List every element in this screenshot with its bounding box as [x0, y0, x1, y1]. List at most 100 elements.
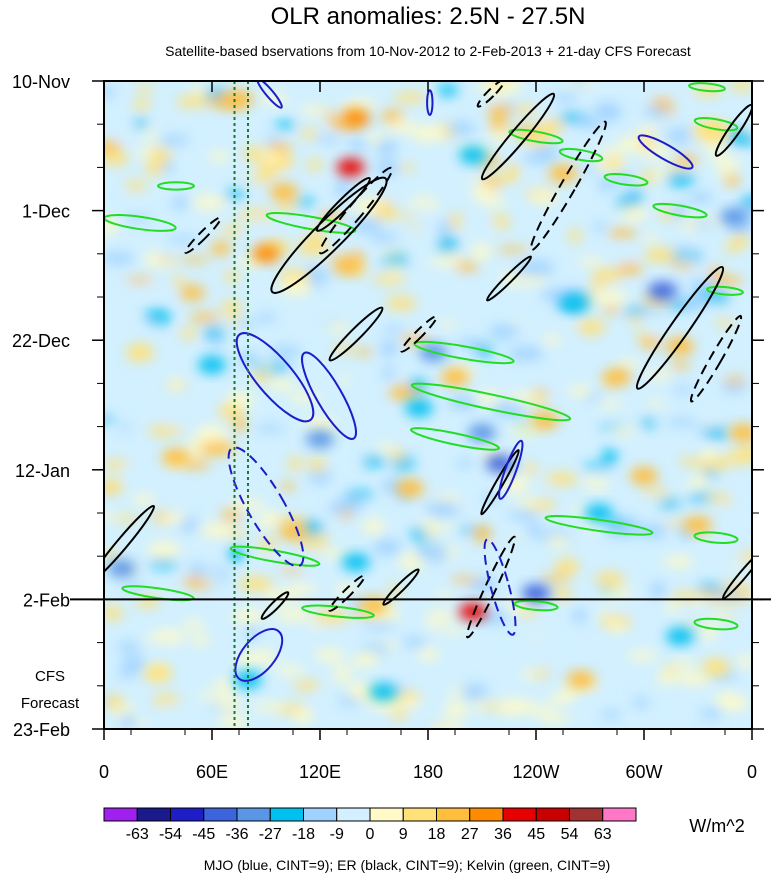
colorbar-label: 27 — [461, 826, 479, 843]
colorbar-units: W/m^2 — [689, 816, 744, 836]
mjo-contour — [235, 332, 315, 423]
anomaly-blob — [597, 610, 611, 617]
x-tick-label: 0 — [747, 762, 757, 782]
colorbar-label: -63 — [126, 826, 149, 843]
anomaly-feature — [702, 121, 730, 140]
anomaly-blob — [375, 159, 400, 177]
x-tick-label: 120W — [512, 762, 559, 782]
anomaly-blob — [168, 639, 187, 656]
anomaly-blob — [470, 243, 493, 261]
anomaly-blob — [672, 246, 698, 255]
anomaly-blob — [192, 84, 205, 99]
anomaly-blob — [727, 489, 752, 498]
x-tick-label: 0 — [99, 762, 109, 782]
colorbar-swatch — [502, 807, 537, 822]
anomaly-blob — [288, 392, 322, 403]
kelvin-contour — [558, 147, 604, 163]
anomaly-blob — [697, 263, 714, 270]
mjo-contour — [256, 81, 283, 109]
anomaly-feature — [684, 516, 712, 535]
anomaly-blob — [166, 235, 200, 243]
kelvin-contour — [121, 585, 195, 602]
colorbar-swatch — [303, 807, 338, 822]
mjo-contour — [301, 351, 357, 440]
er-contour — [721, 549, 752, 600]
anomaly-blob — [496, 246, 530, 253]
anomaly-blob — [104, 403, 132, 411]
wave-contours — [104, 81, 752, 682]
anomaly-blob — [607, 621, 626, 633]
anomaly-blob — [313, 690, 335, 705]
anomaly-blob — [527, 521, 541, 539]
mjo-contour — [498, 439, 524, 500]
anomaly-blob — [197, 655, 233, 671]
anomaly-blob — [643, 106, 669, 118]
anomaly-blob — [104, 191, 124, 199]
anomaly-blob — [704, 428, 729, 440]
anomaly-blob — [120, 655, 146, 673]
anomaly-feature — [531, 411, 559, 430]
mjo-contour — [227, 446, 305, 568]
anomaly-blob — [597, 591, 630, 599]
anomaly-feature — [720, 207, 748, 226]
anomaly-blob — [659, 85, 688, 93]
er-contour — [689, 314, 743, 403]
anomaly-blob — [204, 133, 235, 140]
anomaly-blob — [582, 641, 607, 649]
anomaly-blob — [125, 276, 155, 284]
anomaly-blob — [199, 691, 215, 702]
anomaly-blob — [605, 247, 638, 264]
anomaly-blob — [569, 384, 592, 397]
anomaly-blob — [440, 320, 455, 328]
anomaly-blob — [372, 274, 406, 285]
anomaly-blob — [711, 303, 732, 310]
anomaly-blob — [712, 692, 738, 701]
anomaly-blob — [381, 366, 395, 380]
anomaly-feature — [336, 158, 365, 177]
anomaly-blob — [608, 228, 638, 239]
anomaly-blob — [428, 720, 463, 729]
anomaly-blob — [613, 170, 632, 184]
anomaly-blob — [233, 417, 247, 432]
axes: 0 60E 120E 180 120W 60W 0 10-Nov 1-Dec 22-Dec 12-J… — [12, 72, 764, 782]
anomaly-features — [108, 90, 752, 701]
anomaly-feature — [279, 522, 307, 541]
anomaly-blob — [169, 377, 183, 391]
anomaly-feature — [459, 602, 487, 621]
anomaly-blob — [192, 195, 226, 211]
anomaly-blob — [683, 293, 708, 306]
anomaly-blob — [719, 511, 748, 525]
anomaly-blob — [592, 289, 628, 305]
anomaly-blob — [383, 325, 404, 333]
anomaly-feature — [459, 146, 487, 165]
anomaly-blob — [180, 459, 211, 470]
anomaly-blob — [137, 83, 154, 93]
anomaly-blob — [211, 693, 237, 701]
anomaly-feature — [666, 337, 694, 356]
colorbar-swatch — [369, 807, 404, 822]
anomaly-blob — [727, 448, 752, 465]
anomaly-blob — [104, 694, 125, 709]
anomaly-blob — [256, 313, 277, 323]
colorbar-label: -54 — [159, 826, 182, 843]
colorbar-label: -9 — [330, 826, 344, 843]
mjo-contour — [637, 134, 694, 170]
anomaly-blob — [299, 578, 335, 587]
y-tick-label: 1-Dec — [22, 202, 70, 222]
anomaly-blob — [447, 121, 476, 136]
anomaly-blob — [313, 609, 350, 625]
anomaly-blob — [721, 650, 740, 658]
anomaly-blob — [274, 120, 297, 130]
anomaly-blob — [390, 450, 406, 461]
anomaly-blob — [466, 298, 490, 312]
anomaly-blob — [729, 614, 751, 630]
anomaly-blob — [664, 601, 680, 613]
anomaly-feature — [369, 682, 397, 701]
anomaly-blob — [338, 510, 353, 519]
anomaly-blob — [538, 118, 564, 136]
colorbar-label: 36 — [494, 826, 512, 843]
anomaly-blob — [620, 204, 648, 222]
anomaly-blob — [278, 566, 305, 573]
anomaly-blob — [189, 312, 221, 323]
anomaly-feature — [270, 183, 298, 202]
